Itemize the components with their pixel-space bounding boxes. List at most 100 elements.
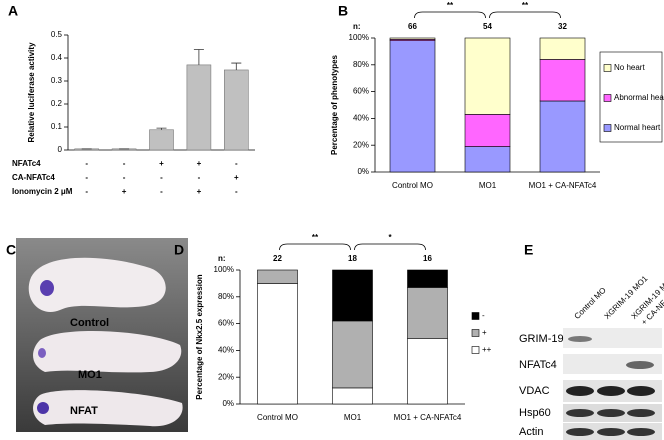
band bbox=[626, 361, 654, 369]
y-axis-label: Percentage of phenotypes bbox=[330, 54, 339, 155]
y-tick-label: 100% bbox=[214, 265, 234, 274]
significance-label: ** bbox=[447, 1, 454, 10]
band bbox=[566, 409, 594, 417]
condition-mark: + bbox=[159, 159, 164, 168]
legend-swatch bbox=[603, 94, 612, 102]
n-value: 16 bbox=[423, 254, 432, 263]
condition-mark: - bbox=[235, 159, 238, 168]
legend-label: + bbox=[482, 328, 487, 337]
bar-segment bbox=[332, 320, 373, 389]
significance-label: ** bbox=[312, 233, 319, 242]
legend-swatch bbox=[471, 329, 480, 337]
legend-label: - bbox=[482, 311, 485, 320]
significance-label: ** bbox=[522, 1, 529, 10]
condition-label: Ionomycin 2 μM bbox=[12, 187, 73, 196]
stain bbox=[37, 402, 49, 414]
row-label: VDAC bbox=[519, 385, 550, 397]
y-tick-label: 0.4 bbox=[51, 53, 63, 62]
legend-label: No heart bbox=[614, 63, 645, 72]
bar bbox=[224, 69, 249, 151]
band bbox=[597, 386, 625, 396]
y-tick-label: 60% bbox=[218, 319, 234, 328]
x-tick-label: MO1 bbox=[344, 413, 362, 422]
condition-mark: - bbox=[85, 159, 88, 168]
embryo bbox=[33, 390, 183, 427]
y-tick-label: 20% bbox=[353, 140, 369, 149]
y-tick-label: 0.1 bbox=[51, 122, 63, 131]
bar-segment bbox=[389, 37, 436, 40]
band bbox=[627, 386, 655, 396]
bar-segment bbox=[464, 146, 511, 173]
bar bbox=[186, 64, 212, 151]
y-tick-label: 100% bbox=[349, 33, 369, 42]
stain bbox=[38, 348, 46, 358]
condition-mark: + bbox=[197, 159, 202, 168]
row-label: GRIM-19 bbox=[519, 333, 564, 345]
bar-segment bbox=[539, 59, 586, 102]
panel-letter: E bbox=[524, 242, 533, 258]
y-tick-label: 40% bbox=[218, 346, 234, 355]
y-axis-label: Relative luciferase activity bbox=[27, 42, 36, 143]
condition-mark: - bbox=[235, 187, 238, 196]
n-label: n: bbox=[218, 254, 226, 263]
y-tick-label: 0% bbox=[222, 399, 234, 408]
panel-letter: C bbox=[6, 242, 16, 258]
error-bar bbox=[231, 62, 242, 70]
y-tick-label: 80% bbox=[218, 292, 234, 301]
y-tick-label: 80% bbox=[353, 60, 369, 69]
condition-mark: - bbox=[85, 173, 88, 182]
embryo bbox=[33, 330, 182, 373]
bar-segment bbox=[539, 100, 586, 173]
bar-segment bbox=[407, 338, 448, 405]
x-tick-label: Control MO bbox=[257, 413, 298, 422]
bar-segment bbox=[407, 287, 448, 339]
condition-mark: - bbox=[123, 173, 126, 182]
y-tick-label: 0.5 bbox=[51, 30, 63, 39]
embryo-label: MO1 bbox=[78, 369, 102, 381]
condition-mark: + bbox=[122, 187, 127, 196]
legend-label: ++ bbox=[482, 345, 492, 354]
bar bbox=[149, 129, 174, 151]
n-value: 54 bbox=[483, 22, 492, 31]
embryo-label: NFAT bbox=[70, 405, 98, 417]
significance-bracket bbox=[489, 11, 561, 19]
condition-mark: - bbox=[85, 187, 88, 196]
bar-segment bbox=[332, 387, 373, 405]
legend-label: Abnormal heart bbox=[614, 93, 664, 102]
n-value: 66 bbox=[408, 22, 417, 31]
bar-segment bbox=[407, 269, 448, 288]
n-label: n: bbox=[353, 22, 361, 31]
embryo-label: Control bbox=[70, 317, 109, 329]
legend-swatch bbox=[471, 346, 480, 354]
panel-letter: D bbox=[174, 242, 184, 258]
band bbox=[627, 428, 655, 436]
condition-mark: - bbox=[160, 173, 163, 182]
bar-segment bbox=[464, 114, 511, 147]
condition-label: CA-NFATc4 bbox=[12, 173, 55, 182]
band bbox=[597, 409, 625, 417]
x-tick-label: MO1 bbox=[479, 181, 497, 190]
y-tick-label: 20% bbox=[218, 372, 234, 381]
y-tick-label: 60% bbox=[353, 87, 369, 96]
row-label: Hsp60 bbox=[519, 407, 551, 419]
condition-mark: - bbox=[160, 187, 163, 196]
significance-label: * bbox=[388, 233, 392, 242]
y-tick-label: 0 bbox=[58, 145, 63, 154]
x-tick-label: MO1 + CA-NFATc4 bbox=[394, 413, 462, 422]
error-bar bbox=[156, 127, 167, 130]
significance-bracket bbox=[354, 243, 426, 251]
n-value: 32 bbox=[558, 22, 567, 31]
condition-mark: - bbox=[123, 159, 126, 168]
condition-label: NFATc4 bbox=[12, 159, 41, 168]
stain bbox=[40, 280, 54, 296]
blot-panel: E Control MO XGRIM-19 MO1 XGRIM-19 MO1 +… bbox=[519, 242, 664, 440]
bar-segment bbox=[257, 283, 298, 405]
legend-swatch bbox=[603, 64, 612, 72]
x-tick-label: Control MO bbox=[392, 181, 433, 190]
band bbox=[566, 386, 594, 396]
n-value: 22 bbox=[273, 254, 282, 263]
y-tick-label: 40% bbox=[353, 114, 369, 123]
significance-bracket bbox=[414, 11, 486, 19]
significance-bracket bbox=[279, 243, 351, 251]
photo-panel: C Control MO1 NFAT bbox=[6, 238, 188, 432]
